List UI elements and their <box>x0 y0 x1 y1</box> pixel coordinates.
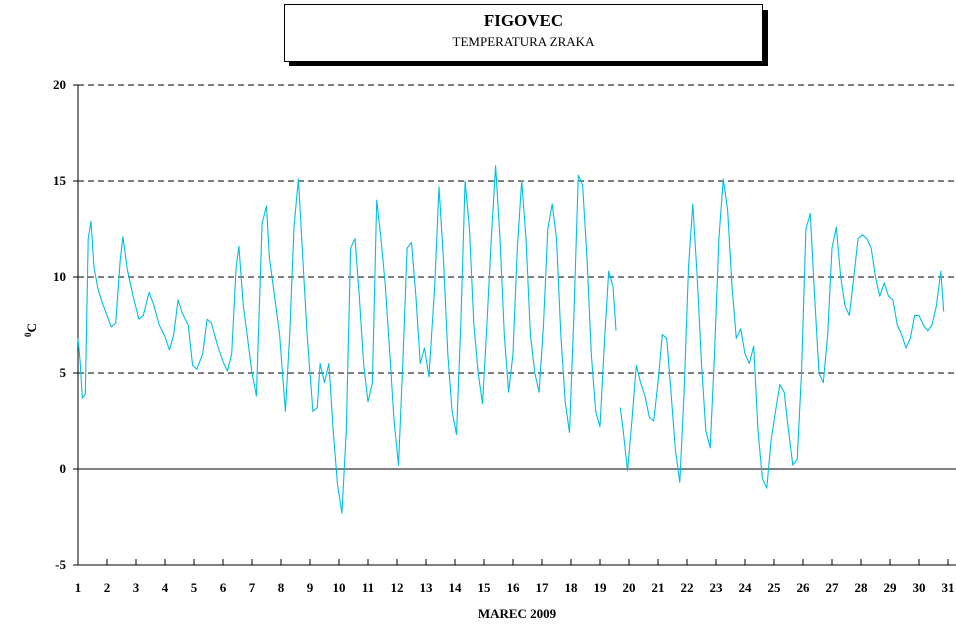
temperature-series-line <box>77 165 945 514</box>
y-axis-title-superscript: 0 <box>23 332 33 337</box>
x-tick-label: 18 <box>565 580 579 595</box>
x-tick-label: 25 <box>768 580 782 595</box>
y-tick-labels: 20 15 10 5 0 -5 <box>53 77 78 572</box>
x-tick-label: 2 <box>104 580 111 595</box>
y-tick-label: 15 <box>53 173 67 188</box>
x-tick-label: 1 <box>75 580 82 595</box>
x-tick-label: 7 <box>249 580 256 595</box>
y-tick-label: 0 <box>60 461 67 476</box>
x-tick-label: 15 <box>478 580 492 595</box>
x-tick-label: 17 <box>536 580 550 595</box>
x-tick-label: 14 <box>449 580 463 595</box>
x-tick-label: 11 <box>362 580 374 595</box>
x-tick-label: 28 <box>855 580 869 595</box>
chart-subtitle: TEMPERATURA ZRAKA <box>452 34 595 49</box>
y-axis-title: 0C <box>23 323 39 337</box>
x-tick-label: 5 <box>191 580 198 595</box>
x-tick-label: 12 <box>391 580 404 595</box>
x-tick-label: 22 <box>681 580 694 595</box>
x-tick-label: 23 <box>710 580 724 595</box>
y-tick-label: 5 <box>60 365 67 380</box>
svg-text:0C: 0C <box>23 323 39 337</box>
x-tick-label: 9 <box>307 580 314 595</box>
x-tick-label: 8 <box>278 580 285 595</box>
x-tick-label: 20 <box>623 580 636 595</box>
x-tick-label: 27 <box>826 580 840 595</box>
x-tick-marks <box>77 559 949 565</box>
x-tick-label: 4 <box>162 580 169 595</box>
y-tick-label: 10 <box>53 269 66 284</box>
y-tick-label: 20 <box>53 77 66 92</box>
x-tick-labels: 1 2 3 4 5 6 7 8 9 10 11 12 13 14 15 16 17 18 19 20 21 22 23 24 2… <box>75 580 955 595</box>
x-tick-label: 21 <box>652 580 665 595</box>
chart-title-box: FIGOVEC TEMPERATURA ZRAKA <box>284 4 763 62</box>
x-tick-label: 6 <box>220 580 227 595</box>
y-axis-title-unit: C <box>24 323 39 332</box>
x-tick-label: 24 <box>739 580 753 595</box>
x-tick-label: 31 <box>942 580 955 595</box>
x-tick-label: 16 <box>507 580 521 595</box>
x-tick-label: 26 <box>797 580 811 595</box>
x-tick-label: 10 <box>333 580 346 595</box>
x-axis-title: MAREC 2009 <box>478 606 557 621</box>
x-tick-label: 3 <box>133 580 140 595</box>
y-tick-label: -5 <box>55 557 66 572</box>
x-tick-label: 29 <box>884 580 898 595</box>
grid-lines <box>77 84 956 566</box>
x-tick-label: 13 <box>420 580 434 595</box>
chart-title: FIGOVEC <box>483 11 564 30</box>
x-tick-label: 30 <box>913 580 926 595</box>
series-group <box>77 165 945 514</box>
x-tick-label: 19 <box>594 580 608 595</box>
